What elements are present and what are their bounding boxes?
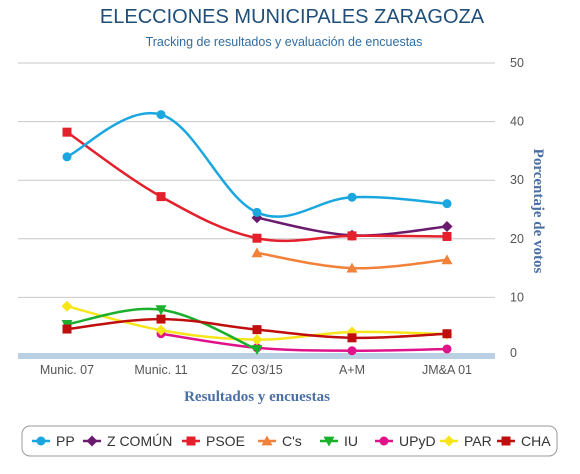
data-point — [251, 345, 263, 356]
series-line — [66, 111, 448, 218]
data-point — [347, 346, 357, 356]
legend-item-cha[interactable]: CHA — [497, 433, 551, 449]
y-tick-label: 20 — [510, 232, 524, 246]
legend-label: C's — [282, 433, 302, 449]
data-point — [61, 300, 73, 312]
legend-item-c-s[interactable]: C's — [258, 433, 302, 449]
y-tick-label: 40 — [510, 115, 524, 129]
legend-item-psoe[interactable]: PSOE — [182, 433, 245, 449]
legend-box — [21, 425, 558, 457]
data-point — [442, 231, 452, 241]
series-line — [66, 131, 448, 243]
y-tick-label: 0 — [510, 346, 517, 360]
y-tick-label: 50 — [510, 56, 524, 70]
y-axis-title: Porcentaje de votos — [530, 149, 546, 274]
x-tick-label: ZC 03/15 — [231, 363, 282, 377]
data-point — [156, 192, 166, 202]
legend-label: IU — [344, 433, 358, 449]
legend-item-z-com-n[interactable]: Z COMÚN — [83, 433, 172, 449]
y-tick-label: 30 — [510, 173, 524, 187]
legend: PP Z COMÚN PSOE C's IU UPyD PAR CHA — [21, 425, 558, 457]
series-line — [160, 332, 448, 352]
data-point — [441, 220, 453, 232]
legend-label: CHA — [521, 433, 551, 449]
x-tick-label: JM&A 01 — [422, 363, 472, 377]
legend-marker — [186, 436, 196, 446]
x-tick-label: Munic. 11 — [134, 363, 187, 377]
legend-label: PSOE — [206, 433, 245, 449]
axes: 0 10 20 30 40 50 Munic. 07 Munic. 11 ZC 03/15 A+M… — [18, 56, 524, 377]
legend-label: Z COMÚN — [107, 433, 172, 449]
gridlines — [18, 62, 495, 298]
data-point — [62, 127, 72, 137]
chart-title: ELECCIONES MUNICIPALES ZARAGOZA — [100, 6, 485, 28]
data-point — [347, 192, 357, 202]
legend-label: PAR — [464, 433, 492, 449]
series-iu — [61, 305, 263, 356]
data-point — [442, 344, 452, 354]
legend-marker — [443, 435, 455, 447]
data-point — [347, 333, 357, 343]
x-axis-line — [18, 353, 495, 359]
data-point — [156, 110, 166, 120]
data-point — [155, 324, 167, 336]
data-point — [156, 314, 166, 324]
series-cha — [62, 314, 452, 343]
data-point — [346, 262, 358, 273]
plot-area — [61, 110, 453, 356]
data-point — [252, 325, 262, 335]
data-point — [442, 199, 452, 209]
legend-label: PP — [56, 433, 75, 449]
chart-subtitle: Tracking de resultados y evaluación de e… — [146, 35, 423, 49]
data-point — [62, 152, 72, 162]
legend-item-iu[interactable]: IU — [320, 433, 358, 449]
legend-item-pp[interactable]: PP — [32, 433, 75, 449]
series-psoe — [62, 127, 452, 243]
x-tick-label: Munic. 07 — [40, 363, 94, 377]
data-point — [347, 231, 357, 241]
data-point — [251, 334, 263, 346]
data-point — [252, 207, 262, 217]
series-c-s — [251, 247, 453, 273]
legend-marker — [86, 435, 98, 447]
data-point — [252, 233, 262, 243]
legend-marker — [501, 436, 511, 446]
legend-label: UPyD — [399, 433, 436, 449]
x-axis-title: Resultados y encuestas — [184, 389, 330, 405]
data-point — [441, 254, 453, 265]
legend-item-upyd[interactable]: UPyD — [375, 433, 436, 449]
series-pp — [62, 110, 452, 218]
data-point — [62, 324, 72, 334]
legend-marker — [379, 436, 389, 446]
legend-marker — [323, 436, 335, 447]
y-tick-label: 10 — [510, 290, 524, 304]
data-point — [442, 329, 452, 339]
legend-marker — [261, 435, 273, 446]
legend-marker — [36, 436, 46, 446]
x-tick-label: A+M — [339, 363, 365, 377]
data-point — [251, 247, 263, 258]
data-point — [155, 305, 167, 316]
legend-item-par[interactable]: PAR — [440, 433, 492, 449]
